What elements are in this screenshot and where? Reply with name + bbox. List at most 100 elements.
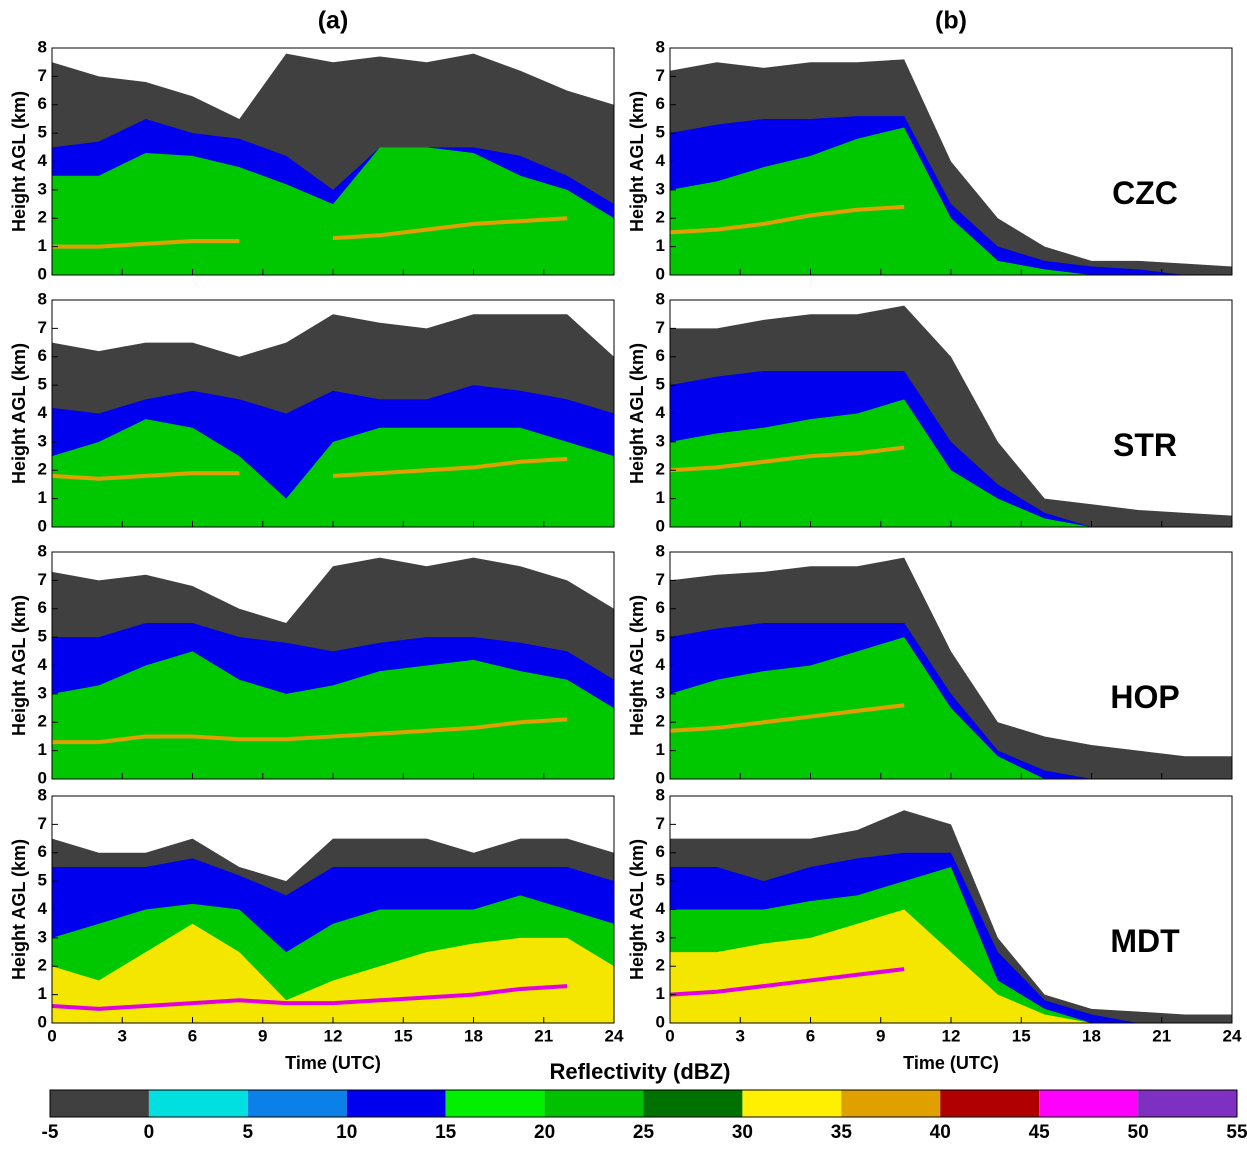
y-tick-label: 4 <box>656 899 666 918</box>
x-tick-label: 3 <box>736 1026 745 1045</box>
bright-band-line <box>670 967 905 997</box>
x-tick-label: 0 <box>665 1026 674 1045</box>
y-tick-label: 8 <box>656 37 665 56</box>
colorbar-label: 35 <box>831 1122 853 1143</box>
y-tick-label: 5 <box>38 375 47 394</box>
plot-area <box>670 305 1232 527</box>
y-tick-label: 6 <box>38 842 47 861</box>
y-tick-label: 0 <box>38 264 47 283</box>
y-tick-label: 4 <box>38 655 48 674</box>
y-tick-label: 0 <box>38 768 47 787</box>
y-tick-label: 7 <box>656 570 665 589</box>
y-tick-label: 4 <box>656 655 666 674</box>
y-tick-label: 8 <box>656 541 665 560</box>
y-tick-label: 7 <box>656 66 665 85</box>
colorbar-segment <box>742 1090 842 1117</box>
column-title: (a) <box>318 7 349 35</box>
plot-area <box>52 557 614 779</box>
y-tick-label: 2 <box>656 956 665 975</box>
y-tick-label: 3 <box>656 683 665 702</box>
reflectivity-area <box>52 419 614 527</box>
x-axis-label: Time (UTC) <box>903 1053 999 1073</box>
x-tick-label: 3 <box>118 1026 127 1045</box>
bright-band-line <box>52 984 568 1011</box>
y-tick-label: 3 <box>38 683 47 702</box>
x-tick-label: 6 <box>188 1026 197 1045</box>
colorbar-segment <box>544 1090 644 1117</box>
colorbar-label: 5 <box>243 1122 254 1143</box>
y-tick-label: 7 <box>656 814 665 833</box>
x-tick-label: 18 <box>464 1026 483 1045</box>
y-tick-label: 2 <box>38 956 47 975</box>
x-tick-label: 12 <box>942 1026 961 1045</box>
y-axis-label: Height AGL (km) <box>9 343 29 484</box>
x-tick-label: 15 <box>1012 1026 1031 1045</box>
reflectivity-area <box>52 651 614 779</box>
y-tick-label: 7 <box>656 318 665 337</box>
y-tick-label: 8 <box>38 785 47 804</box>
y-tick-label: 5 <box>656 375 665 394</box>
station-label: STR <box>1113 427 1177 463</box>
y-tick-label: 1 <box>656 236 665 255</box>
y-tick-label: 2 <box>656 208 665 227</box>
colorbar-label: 55 <box>1226 1122 1247 1143</box>
colorbar-label: -5 <box>42 1122 59 1143</box>
colorbar-segment <box>940 1090 1040 1117</box>
y-axis-label: Height AGL (km) <box>627 839 647 980</box>
reflectivity-area <box>52 147 614 275</box>
plot-area <box>670 810 1232 1023</box>
y-tick-label: 1 <box>38 740 47 759</box>
colorbar-label: 45 <box>1029 1122 1051 1143</box>
y-tick-label: 1 <box>656 984 665 1003</box>
colorbar-segment <box>1039 1090 1139 1117</box>
y-tick-label: 2 <box>38 208 47 227</box>
y-tick-label: 3 <box>38 179 47 198</box>
y-tick-label: 8 <box>656 785 665 804</box>
y-tick-label: 4 <box>38 403 48 422</box>
y-tick-label: 1 <box>38 984 47 1003</box>
y-tick-label: 0 <box>656 264 665 283</box>
y-tick-label: 8 <box>38 289 47 308</box>
y-tick-label: 0 <box>656 516 665 535</box>
colorbar-label: 20 <box>534 1122 555 1143</box>
y-tick-label: 2 <box>38 712 47 731</box>
y-tick-label: 7 <box>38 66 47 85</box>
colorbar-segment <box>445 1090 545 1117</box>
reflectivity-area <box>670 127 1232 275</box>
y-tick-label: 3 <box>38 431 47 450</box>
y-tick-label: 6 <box>38 598 47 617</box>
y-tick-label: 5 <box>656 627 665 646</box>
reflectivity-area <box>670 399 1232 527</box>
y-axis-label: Height AGL (km) <box>627 91 647 232</box>
colorbar-segment <box>247 1090 347 1117</box>
colorbar-label: 10 <box>336 1122 357 1143</box>
plot-area <box>52 314 614 527</box>
x-tick-label: 6 <box>806 1026 815 1045</box>
y-tick-label: 6 <box>656 842 665 861</box>
y-tick-label: 1 <box>656 740 665 759</box>
y-tick-label: 5 <box>38 627 47 646</box>
colorbar-segment <box>841 1090 941 1117</box>
x-tick-label: 0 <box>47 1026 56 1045</box>
y-tick-label: 7 <box>38 814 47 833</box>
y-tick-label: 0 <box>656 1012 665 1031</box>
column-title: (b) <box>935 7 967 35</box>
y-tick-label: 8 <box>38 541 47 560</box>
y-tick-label: 5 <box>38 871 47 890</box>
y-tick-label: 4 <box>656 403 666 422</box>
y-tick-label: 5 <box>38 123 47 142</box>
y-tick-label: 0 <box>38 516 47 535</box>
colorbar-label: 40 <box>930 1122 951 1143</box>
x-tick-label: 24 <box>1223 1026 1242 1045</box>
colorbar-segment <box>148 1090 248 1117</box>
x-tick-label: 12 <box>324 1026 343 1045</box>
y-tick-label: 8 <box>38 37 47 56</box>
bright-band-line <box>52 216 568 249</box>
colorbar-label: 50 <box>1128 1122 1149 1143</box>
x-tick-label: 9 <box>876 1026 885 1045</box>
x-tick-label: 21 <box>534 1026 553 1045</box>
bright-band-line <box>52 456 568 481</box>
y-tick-label: 5 <box>656 871 665 890</box>
colorbar-segment <box>50 1090 149 1117</box>
y-tick-label: 0 <box>38 1012 47 1031</box>
